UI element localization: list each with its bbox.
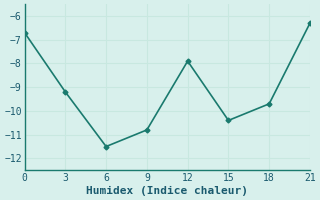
X-axis label: Humidex (Indice chaleur): Humidex (Indice chaleur): [86, 186, 248, 196]
